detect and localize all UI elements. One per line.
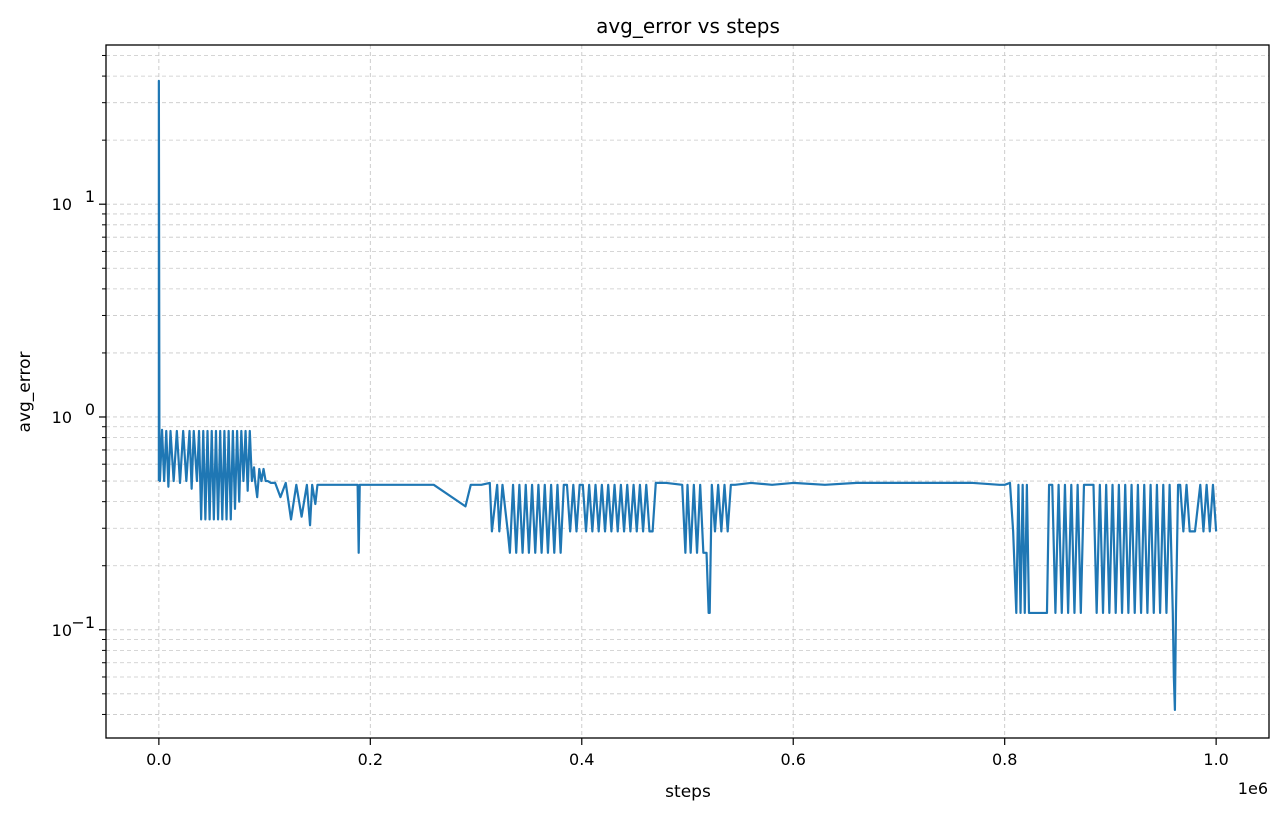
y-tick-label: 10 bbox=[52, 195, 72, 214]
x-tick-label: 1.0 bbox=[1203, 750, 1228, 769]
x-tick-label: 0.8 bbox=[992, 750, 1017, 769]
x-tick-label: 0.2 bbox=[358, 750, 383, 769]
series-line bbox=[157, 79, 1218, 712]
y-tick-label-exponent: −1 bbox=[71, 613, 95, 632]
x-tick-label: 0.6 bbox=[781, 750, 806, 769]
x-axis-label: steps bbox=[665, 782, 711, 802]
y-tick-label-exponent: 0 bbox=[85, 400, 95, 419]
chart-title: avg_error vs steps bbox=[596, 14, 780, 38]
x-tick-label: 0.4 bbox=[569, 750, 594, 769]
x-axis-offset-label: 1e6 bbox=[1238, 779, 1268, 798]
y-tick-label: 10 bbox=[52, 621, 72, 640]
plot-area bbox=[157, 79, 1218, 712]
y-axis-label: avg_error bbox=[15, 352, 35, 433]
grid bbox=[106, 45, 1269, 738]
y-tick-label-exponent: 1 bbox=[85, 187, 95, 206]
x-tick-label: 0.0 bbox=[146, 750, 171, 769]
plot-frame bbox=[105, 44, 1270, 739]
y-tick-label: 10 bbox=[52, 408, 72, 427]
